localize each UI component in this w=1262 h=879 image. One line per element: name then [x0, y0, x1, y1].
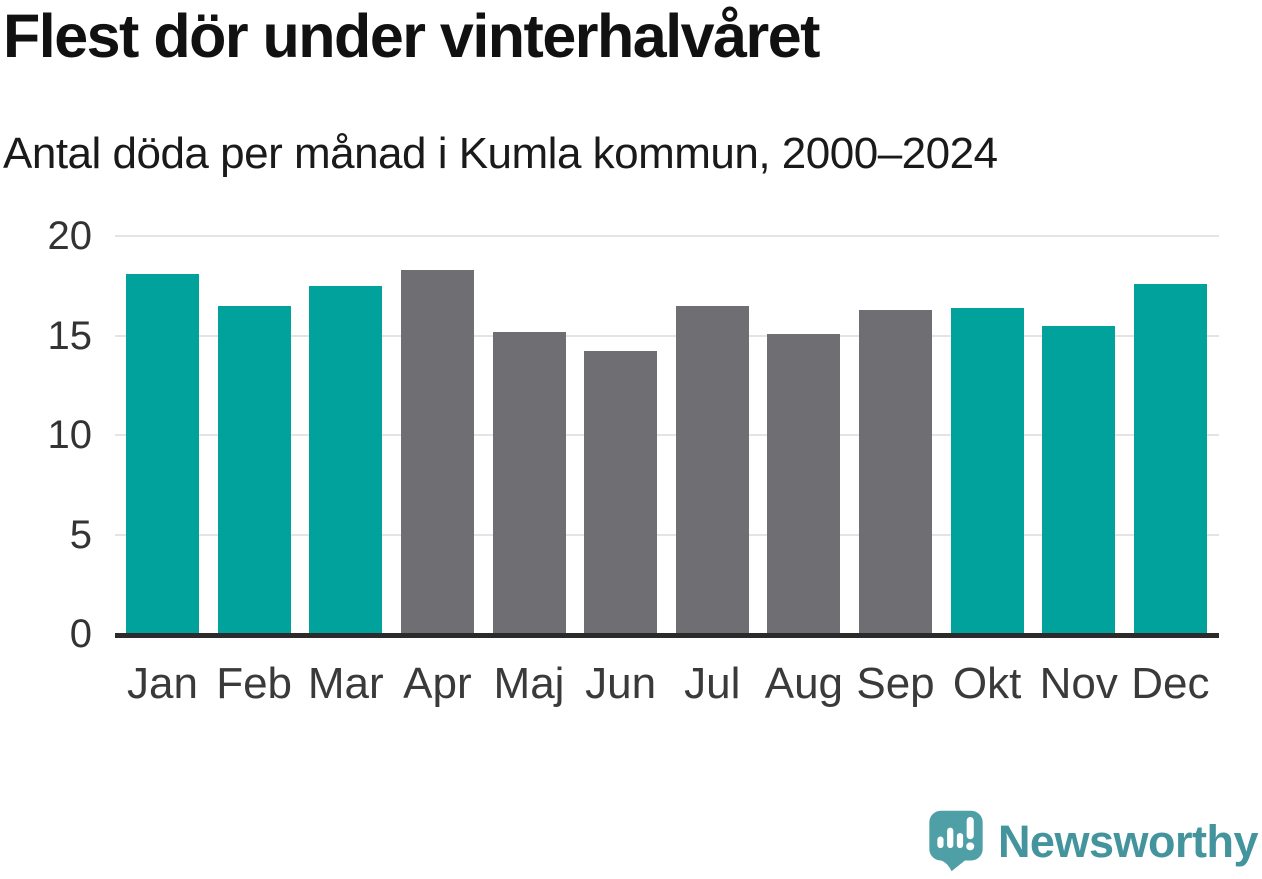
x-tick-label-dec: Dec	[1131, 659, 1210, 708]
bar-mar	[309, 285, 383, 634]
x-axis-line	[115, 633, 1219, 638]
chart-title: Flest dör under vinterhalvåret	[3, 2, 821, 70]
x-tick-label-feb: Feb	[216, 659, 293, 708]
plot-area: Jan Feb Mar Apr Maj Jun Jul Aug Sep Okt Nov Dec	[115, 235, 1219, 706]
bar-group-aug: Aug	[765, 236, 843, 706]
bar-maj	[492, 331, 566, 634]
bar-group-jun: Jun	[584, 236, 658, 706]
bar-group-jan: Jan	[126, 236, 199, 706]
y-axis-labels: 0 5 10 15 20	[0, 216, 93, 654]
bar-jul	[675, 305, 749, 634]
y-tick-label-20: 20	[47, 214, 93, 258]
x-tick-label-nov: Nov	[1039, 659, 1118, 708]
y-tick-label-0: 0	[69, 612, 92, 656]
x-tick-label-okt: Okt	[952, 659, 1022, 708]
newsworthy-logo: Newsworthy	[927, 809, 1259, 873]
gridline-20	[115, 235, 1219, 237]
bar-group-dec: Dec	[1131, 236, 1210, 706]
bar-okt	[950, 307, 1024, 634]
newsworthy-logo-icon	[929, 810, 983, 872]
bar-apr	[400, 269, 474, 634]
bar-jun	[584, 351, 658, 634]
y-tick-label-15: 15	[47, 313, 93, 358]
x-tick-label-aug: Aug	[764, 659, 844, 708]
bar-aug	[767, 333, 841, 634]
chart-subtitle: Antal döda per månad i Kumla kommun, 200…	[3, 129, 998, 178]
bar-group-apr: Apr	[400, 236, 474, 706]
gridline-5	[115, 533, 1219, 536]
bar-group-feb: Feb	[216, 236, 292, 706]
bar-nov	[1042, 325, 1116, 634]
x-tick-label-jun: Jun	[585, 659, 657, 708]
bar-group-jul: Jul	[675, 236, 749, 706]
y-tick-label-10: 10	[47, 413, 93, 457]
x-tick-label-jul: Jul	[684, 659, 741, 708]
x-tick-label-maj: Maj	[493, 659, 565, 708]
x-tick-label-mar: Mar	[307, 659, 384, 708]
gridline-10	[115, 434, 1219, 436]
y-tick-label-5: 5	[69, 512, 92, 557]
bars-container: Jan Feb Mar Apr Maj Jun Jul Aug Sep Okt Nov Dec	[126, 236, 1210, 706]
bar-jan	[126, 273, 199, 634]
bar-group-nov: Nov	[1040, 236, 1118, 706]
bar-group-okt: Okt	[950, 236, 1024, 706]
brand-name: Newsworthy	[997, 815, 1259, 867]
x-tick-label-sep: Sep	[856, 659, 935, 708]
bar-group-mar: Mar	[308, 236, 384, 706]
bar-sep	[859, 309, 932, 634]
bar-dec	[1133, 283, 1207, 634]
bar-group-maj: Maj	[492, 236, 566, 706]
x-tick-label-apr: Apr	[403, 659, 472, 708]
bar-feb	[217, 305, 291, 634]
bar-group-sep: Sep	[856, 236, 935, 706]
x-tick-label-jan: Jan	[127, 659, 198, 708]
gridline-15	[115, 334, 1219, 337]
